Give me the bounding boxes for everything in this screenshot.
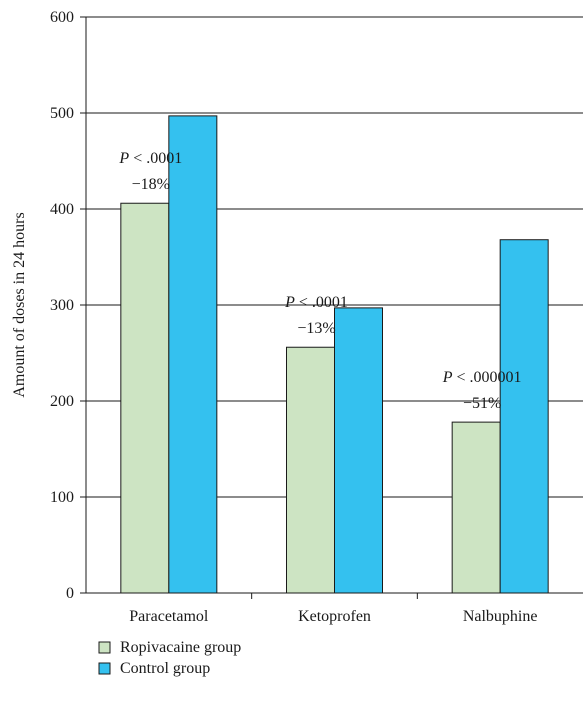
legend-swatch <box>98 662 111 675</box>
y-tick-label: 300 <box>50 297 74 314</box>
p-value-label: P < .000001 <box>442 369 522 386</box>
bar-ropivacaine-group-paracetamol <box>120 202 170 594</box>
legend-swatch <box>98 641 111 654</box>
percent-change-label: −13% <box>297 320 335 337</box>
bar-ropivacaine-group-nalbuphine <box>451 421 501 594</box>
legend-label: Control group <box>120 660 210 677</box>
p-value: < .000001 <box>453 369 522 386</box>
percent-change-label: −51% <box>463 395 501 412</box>
y-tick-label: 200 <box>50 393 74 410</box>
y-tick-label: 600 <box>50 9 74 26</box>
y-tick-label: 400 <box>50 201 74 218</box>
p-symbol: P <box>118 150 129 167</box>
p-value-label: P < .0001 <box>118 150 182 167</box>
bar-control-group-paracetamol <box>168 115 218 594</box>
y-tick-label: 0 <box>66 585 74 602</box>
p-symbol: P <box>442 369 453 386</box>
bars <box>120 115 549 594</box>
legend: Ropivacaine group Control group <box>98 639 241 677</box>
p-value-label: P < .0001 <box>284 294 348 311</box>
p-value: < .0001 <box>295 294 348 311</box>
p-symbol: P <box>284 294 295 311</box>
bar-ropivacaine-group-ketoprofen <box>286 346 335 594</box>
p-value: < .0001 <box>129 150 182 167</box>
bar-control-group-ketoprofen <box>334 307 383 594</box>
y-tick-label: 100 <box>50 489 74 506</box>
y-axis-title: Amount of doses in 24 hours <box>11 212 28 397</box>
annotations: P < .0001−18%P < .0001−13%P < .000001−51… <box>118 150 521 412</box>
x-tick-label: Paracetamol <box>129 608 209 625</box>
x-tick-label: Nalbuphine <box>463 608 538 625</box>
x-tick-label: Ketoprofen <box>298 608 371 625</box>
y-tick-label: 500 <box>50 105 74 122</box>
bar-control-group-nalbuphine <box>499 239 549 594</box>
axes: 0 100 200 300 400 500 600 Paracetamol Ketoprofen… <box>50 9 583 625</box>
percent-change-label: −18% <box>132 176 170 193</box>
legend-label: Ropivacaine group <box>120 639 241 656</box>
